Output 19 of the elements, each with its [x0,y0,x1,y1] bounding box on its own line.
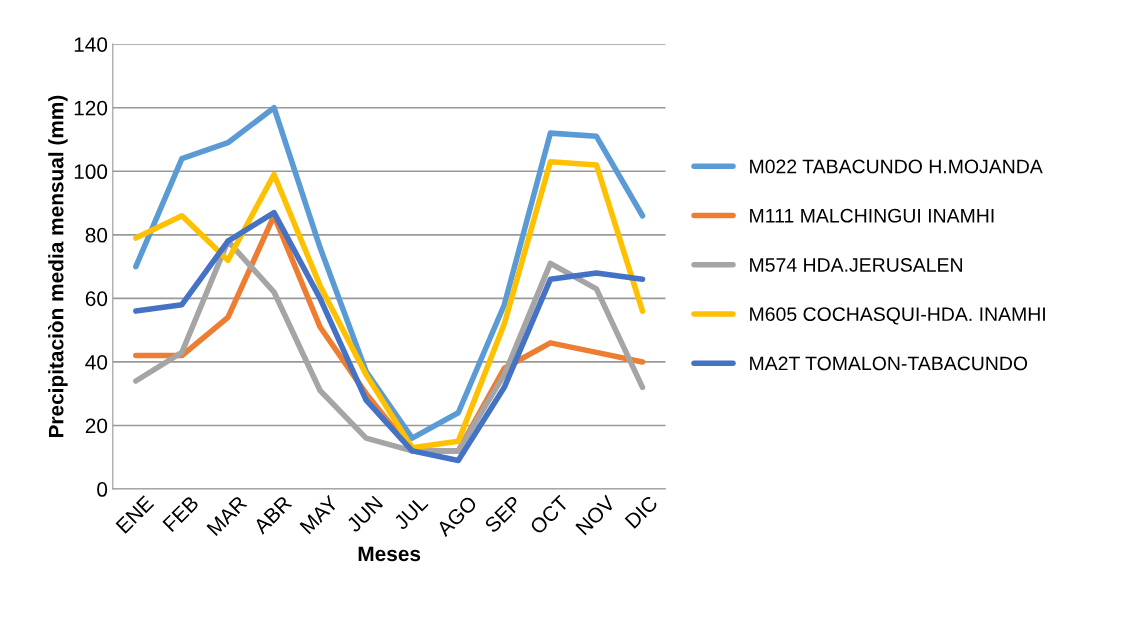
legend-label: MA2T TOMALON-TABACUNDO [750,356,1028,371]
y-tick-label: 120 [74,100,108,116]
legend-label: M605 COCHASQUI-HDA. INAMHI [750,307,1045,325]
x-tick-label: DIC [624,494,659,529]
legend-label: M111 MALCHINGUI INAMHI [750,208,994,223]
y-tick-label: 40 [85,354,108,370]
x-tick-label: JUL [393,494,429,531]
x-tick-label: FEB [162,495,200,532]
y-tick-label: 80 [85,227,108,243]
y-tick-label: 100 [74,164,108,180]
x-axis-title: Meses [358,546,421,562]
y-axis-title: Precipitaciòn media mensual (mm) [48,95,68,438]
y-tick-label: 20 [85,418,108,434]
legend-label: M574 HDA.JERUSALEN [750,258,962,272]
x-tick-label: SEP [483,495,523,534]
legend-label: M022 TABACUNDO H.MOJANDA [750,159,1043,174]
y-tick-label: 60 [85,291,108,307]
y-tick-label: 140 [74,37,108,52]
y-tick-label: 0 [97,482,108,497]
